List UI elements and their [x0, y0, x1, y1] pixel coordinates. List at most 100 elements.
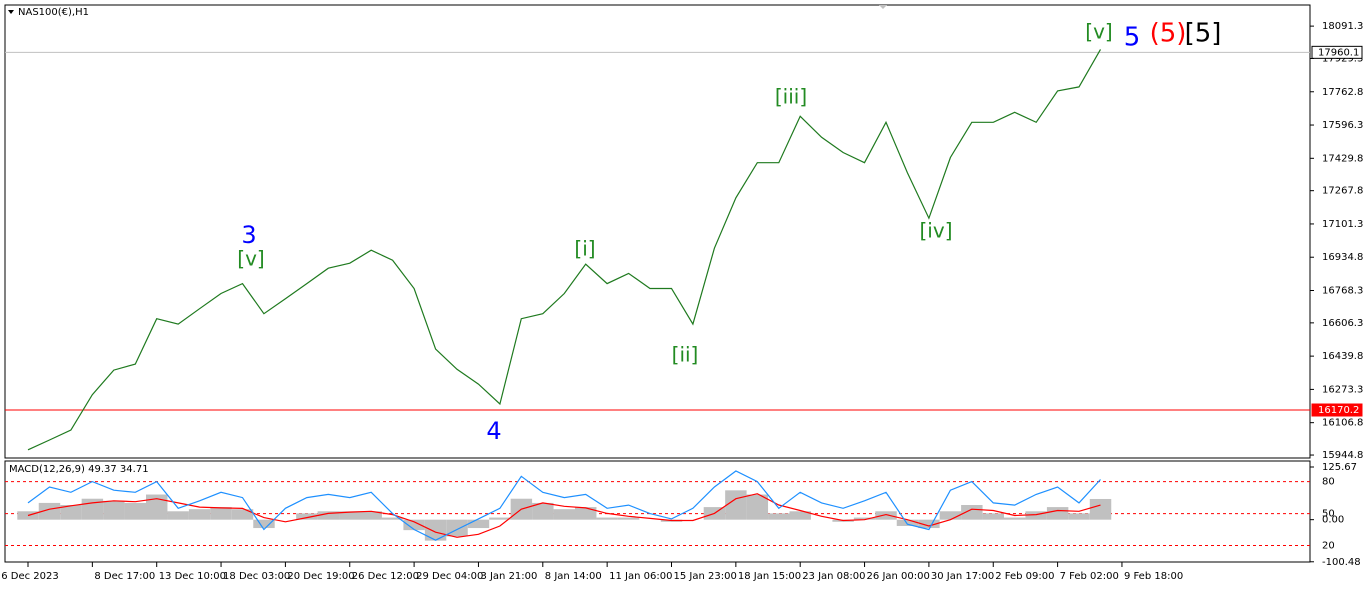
y-tick-label: 17429.8: [1322, 153, 1363, 164]
macd-bar: [1089, 498, 1112, 520]
y-tick-label: 125.67: [1322, 462, 1357, 473]
y2-tick-label: 80: [1322, 477, 1335, 488]
y-tick-label: 16606.3: [1322, 318, 1363, 329]
level-label: 17960.1: [1318, 47, 1359, 58]
wave-label: [v]: [237, 247, 264, 271]
wave-label: [i]: [574, 237, 595, 261]
x-tick-label: 2 Feb 09:00: [995, 571, 1054, 582]
macd-bar: [575, 507, 597, 520]
symbol-title: NAS100(€),H1: [18, 7, 89, 18]
x-tick-label: 30 Jan 17:00: [931, 571, 994, 582]
macd-bar: [253, 519, 275, 529]
wave-label: [v]: [1085, 20, 1112, 44]
macd-bar: [467, 519, 490, 529]
macd-bar: [789, 511, 811, 520]
y2-tick-label: 20: [1322, 541, 1335, 552]
macd-bar: [1025, 511, 1047, 520]
y-tick-label: -100.48: [1322, 557, 1361, 568]
macd-bar: [725, 490, 747, 520]
macd-bar: [38, 502, 61, 520]
x-tick-label: 29 Dec 04:00: [416, 571, 483, 582]
macd-bar: [489, 517, 511, 520]
macd-bar: [939, 511, 962, 520]
y-tick-label: 17101.3: [1322, 219, 1363, 230]
macd-bar: [146, 494, 168, 520]
x-tick-label: 18 Dec 03:00: [223, 571, 290, 582]
x-tick-label: 3 Jan 21:00: [480, 571, 537, 582]
y-tick-label: 17267.8: [1322, 186, 1363, 197]
y-tick-label: 16106.8: [1322, 418, 1363, 429]
y-tick-label: 0.00: [1322, 515, 1344, 526]
macd-bar: [532, 502, 554, 520]
macd-bar: [1046, 507, 1069, 520]
wave-label: [ii]: [672, 343, 699, 367]
macd-bar: [360, 511, 382, 520]
y-tick-label: 16768.3: [1322, 285, 1363, 296]
x-tick-label: 9 Feb 18:00: [1124, 571, 1183, 582]
menu-arrow[interactable]: [8, 10, 14, 14]
wave-label: 4: [486, 417, 501, 445]
price-panel: [4, 4, 1311, 459]
wave-label: 3: [241, 221, 256, 249]
macd-bar: [296, 513, 318, 520]
macd-bar: [446, 519, 468, 537]
y2-tick-label: 50: [1322, 509, 1335, 520]
y-tick-label: 15944.8: [1322, 450, 1363, 461]
signal-line: [27, 493, 1101, 538]
macd-bar: [188, 509, 211, 520]
level-label-box: [1311, 403, 1363, 417]
x-tick-label: 26 Dec 12:00: [352, 571, 419, 582]
y-tick-label: 18091.3: [1322, 21, 1363, 32]
macd-bar: [596, 517, 618, 520]
shift-marker[interactable]: [879, 5, 887, 9]
macd-bar: [124, 502, 146, 520]
macd-bar: [961, 505, 983, 520]
macd-bar: [1004, 517, 1026, 520]
x-tick-label: 13 Dec 10:00: [159, 571, 226, 582]
wave-label: (5): [1150, 19, 1187, 49]
level-label: 16170.2: [1318, 405, 1359, 416]
x-tick-label: 7 Feb 02:00: [1060, 571, 1119, 582]
price-line: [27, 49, 1102, 451]
y-tick-label: 16439.8: [1322, 351, 1363, 362]
macd-bar: [424, 519, 447, 541]
macd-title: MACD(12,26,9) 49.37 34.71: [9, 464, 149, 475]
macd-bar: [167, 511, 189, 520]
level-label-box: [1311, 45, 1363, 59]
macd-bar: [231, 509, 254, 520]
macd-bar: [617, 517, 640, 520]
x-tick-label: 20 Dec 19:00: [287, 571, 354, 582]
y-tick-label: 16934.8: [1322, 252, 1363, 263]
x-tick-label: 8 Dec 17:00: [94, 571, 155, 582]
macd-bar: [60, 505, 82, 520]
x-tick-label: 15 Jan 23:00: [674, 571, 737, 582]
x-tick-label: 23 Jan 08:00: [802, 571, 865, 582]
macd-bar: [553, 509, 575, 520]
x-tick-label: 6 Dec 2023: [1, 571, 59, 582]
x-tick-label: 26 Jan 00:00: [867, 571, 930, 582]
macd-bar: [746, 494, 769, 520]
macd-bar: [853, 517, 876, 520]
x-tick-label: 18 Jan 15:00: [738, 571, 801, 582]
wave-label: 5: [1124, 23, 1141, 53]
macd-bar: [403, 519, 425, 531]
y-tick-label: 17929.3: [1322, 53, 1363, 64]
oscillator-line: [27, 470, 1101, 541]
wave-label: [iv]: [920, 219, 953, 243]
macd-bar: [210, 507, 232, 520]
macd-bar: [875, 511, 897, 520]
macd-bar: [317, 511, 340, 520]
macd-bar: [381, 517, 404, 520]
macd-bar: [918, 519, 940, 529]
y-tick-label: 17596.3: [1322, 120, 1363, 131]
y-tick-label: 17762.8: [1322, 87, 1363, 98]
macd-bar: [768, 513, 790, 520]
macd-bar: [103, 500, 125, 520]
wave-label: [5]: [1185, 19, 1222, 49]
macd-bar: [339, 511, 361, 520]
y-tick-label: 16273.3: [1322, 384, 1363, 395]
x-tick-label: 8 Jan 14:00: [545, 571, 602, 582]
x-tick-label: 11 Jan 06:00: [609, 571, 672, 582]
macd-bar: [896, 519, 919, 526]
